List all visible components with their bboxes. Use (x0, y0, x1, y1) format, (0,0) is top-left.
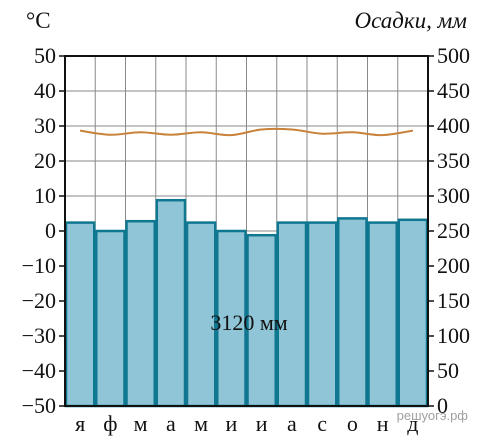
right-tick-label: 150 (437, 288, 470, 313)
right-tick-label: 0 (437, 393, 448, 418)
precipitation-bar (397, 218, 429, 408)
month-label: н (377, 411, 389, 436)
precipitation-bar (125, 219, 156, 408)
month-label: и (225, 411, 237, 436)
right-tick-label: 350 (437, 148, 470, 173)
month-label: м (134, 411, 148, 436)
left-tick-label: −40 (22, 358, 56, 383)
precipitation-bar (337, 217, 368, 408)
precipitation-bar (64, 221, 96, 408)
precipitation-bar (367, 221, 398, 408)
left-tick-label: 10 (34, 183, 56, 208)
right-tick-label: 200 (437, 253, 470, 278)
temperature-line (79, 127, 414, 137)
right-tick-label: 500 (437, 43, 470, 68)
total-precipitation-annotation: 3120 мм (210, 310, 287, 335)
left-tick-label: −50 (22, 393, 56, 418)
right-tick-label: 400 (437, 113, 470, 138)
left-axis-ticks: 50 40 30 20 10 0 −10 −20 −30 −40 −50 (22, 43, 65, 418)
left-tick-label: 50 (34, 43, 56, 68)
precipitation-bar (306, 221, 338, 408)
month-label: о (347, 411, 358, 436)
month-label: с (317, 411, 327, 436)
precipitation-bar (95, 229, 126, 408)
left-tick-label: 40 (34, 78, 56, 103)
month-label: д (407, 411, 418, 436)
month-label: м (194, 411, 208, 436)
right-tick-label: 450 (437, 78, 470, 103)
month-label: я (75, 411, 85, 436)
left-tick-label: −10 (22, 253, 56, 278)
right-tick-label: 250 (437, 218, 470, 243)
left-tick-label: 30 (34, 113, 56, 138)
month-label: а (166, 411, 176, 436)
right-tick-label: 300 (437, 183, 470, 208)
left-tick-label: −20 (22, 288, 56, 313)
month-label: и (256, 411, 268, 436)
precipitation-bars (64, 198, 429, 408)
watermark: решуогэ.рф (397, 408, 469, 423)
left-tick-label: −30 (22, 323, 56, 348)
month-label: ф (103, 411, 117, 436)
right-tick-label: 50 (437, 358, 459, 383)
left-tick-label: 0 (45, 218, 56, 243)
precipitation-bar (155, 198, 187, 408)
right-tick-label: 100 (437, 323, 470, 348)
left-axis-unit: °C (26, 8, 51, 33)
month-label: а (287, 411, 297, 436)
left-tick-label: 20 (34, 148, 56, 173)
right-axis-unit: Осадки, мм (355, 8, 468, 33)
